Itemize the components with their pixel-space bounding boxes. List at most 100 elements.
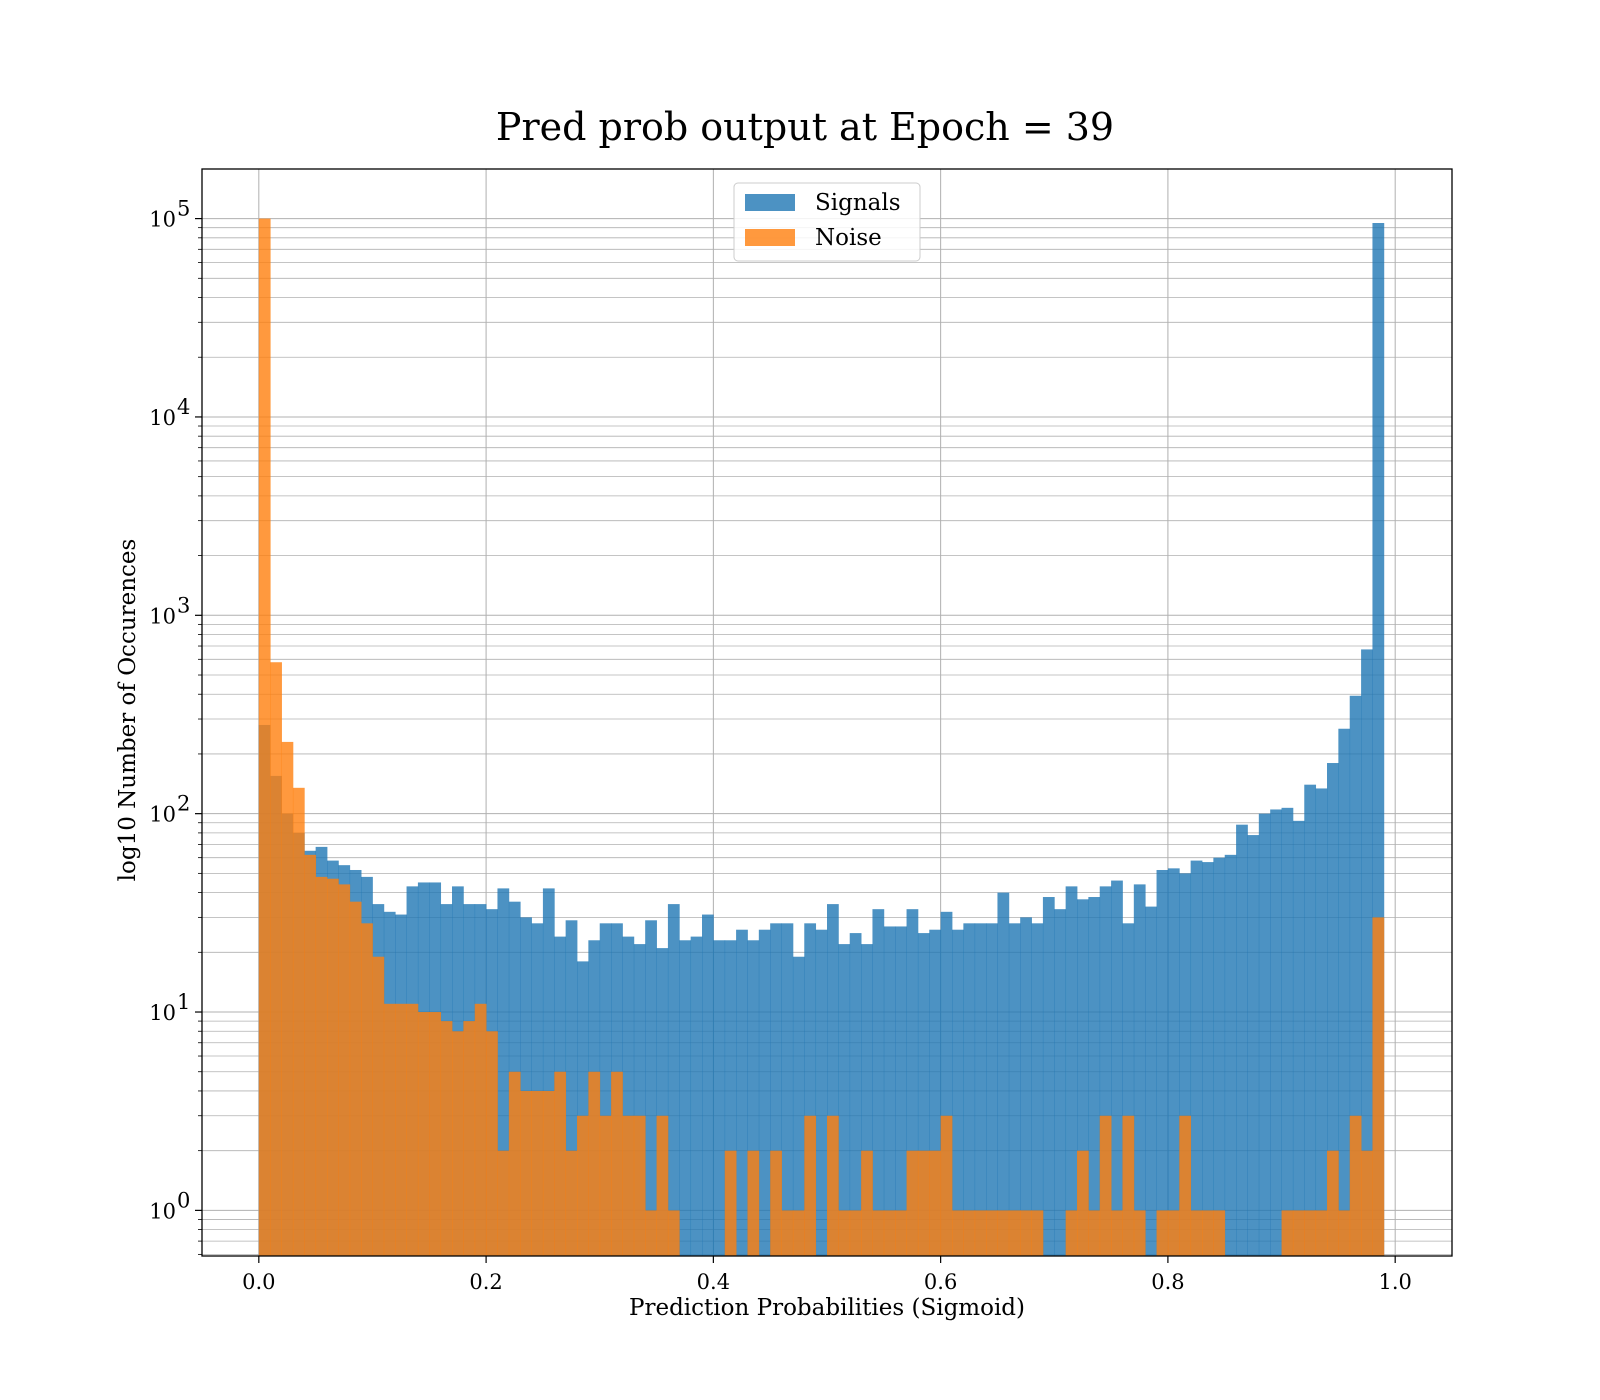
- bar-signals-90: [1281, 807, 1294, 1256]
- bar-noise-63: [974, 1210, 987, 1256]
- bar-noise-27: [565, 1150, 578, 1256]
- bar-noise-48: [804, 1115, 817, 1256]
- bar-signals-80: [1167, 868, 1180, 1256]
- bar-noise-64: [986, 1210, 998, 1256]
- bar-noise-26: [554, 1071, 567, 1256]
- bar-signals-77: [1133, 884, 1146, 1256]
- bar-signals-38: [690, 936, 703, 1256]
- bar-noise-83: [1202, 1210, 1214, 1256]
- bar-noise-50: [827, 1115, 839, 1256]
- bar-noise-54: [872, 1210, 885, 1256]
- x-tick-label: 0.8: [1151, 1270, 1184, 1294]
- bar-noise-32: [622, 1115, 635, 1256]
- bar-signals-21: [497, 888, 510, 1256]
- bar-signals-52: [849, 933, 862, 1256]
- bar-signals-34: [645, 920, 657, 1256]
- bar-noise-92: [1304, 1210, 1317, 1256]
- bar-noise-98: [1372, 917, 1385, 1256]
- bar-noise-4: [304, 854, 317, 1256]
- bar-signals-43: [747, 940, 760, 1256]
- bar-noise-75: [1111, 1210, 1123, 1256]
- bar-noise-25: [542, 1090, 555, 1256]
- bar-signals-36: [667, 904, 680, 1256]
- bar-signals-41: [724, 940, 737, 1256]
- bar-signals-50: [827, 904, 839, 1256]
- bar-signals-57: [906, 909, 919, 1256]
- bar-noise-5: [315, 876, 328, 1256]
- bar-noise-16: [440, 1021, 453, 1256]
- bar-signals-51: [838, 944, 851, 1256]
- bar-signals-72: [1077, 899, 1089, 1256]
- bar-noise-33: [633, 1115, 646, 1256]
- bar-noise-53: [861, 1150, 873, 1256]
- bar-noise-31: [611, 1071, 623, 1256]
- legend-swatch-signals: [745, 194, 795, 211]
- bar-noise-17: [452, 1031, 464, 1256]
- bar-signals-70: [1054, 909, 1067, 1256]
- bar-noise-55: [883, 1210, 896, 1256]
- bar-noise-10: [372, 956, 385, 1256]
- y-tick-label: 10: [149, 604, 176, 628]
- legend: Signals Noise: [733, 182, 921, 262]
- bar-noise-13: [406, 1003, 419, 1256]
- bar-signals-42: [736, 929, 748, 1256]
- bar-noise-90: [1281, 1210, 1294, 1256]
- y-tick-exponent: 5: [177, 197, 190, 221]
- bar-signals-60: [940, 911, 953, 1256]
- bar-signals-89: [1270, 809, 1282, 1256]
- y-tick-label: 10: [149, 1199, 176, 1223]
- y-tick-exponent: 3: [177, 593, 190, 617]
- bar-noise-9: [361, 923, 373, 1256]
- bar-noise-18: [463, 1021, 476, 1256]
- bar-noise-82: [1190, 1210, 1203, 1256]
- bar-signals-46: [781, 923, 794, 1256]
- bar-signals-92: [1304, 784, 1317, 1256]
- bar-noise-22: [508, 1071, 521, 1256]
- bar-signals-28: [577, 961, 589, 1256]
- bar-noise-79: [1156, 1210, 1169, 1256]
- x-tick-label: 0.4: [697, 1270, 730, 1294]
- bar-noise-1: [270, 662, 282, 1256]
- bar-noise-23: [520, 1090, 532, 1256]
- bar-noise-57: [906, 1150, 919, 1256]
- bar-noise-52: [849, 1210, 862, 1256]
- bar-signals-54: [872, 909, 885, 1256]
- bar-signals-75: [1111, 880, 1123, 1256]
- bar-noise-60: [940, 1115, 953, 1256]
- bar-noise-61: [952, 1210, 964, 1256]
- bar-signals-37: [679, 940, 692, 1256]
- bar-noise-30: [599, 1115, 612, 1256]
- bar-signals-83: [1202, 862, 1214, 1256]
- bar-noise-59: [929, 1150, 942, 1256]
- y-tick-exponent: 1: [177, 990, 190, 1014]
- bar-signals-27: [565, 920, 578, 1256]
- x-axis-label: Prediction Probabilities (Sigmoid): [629, 1295, 1025, 1321]
- bar-noise-67: [1020, 1210, 1032, 1256]
- x-tick-label: 0.0: [242, 1270, 275, 1294]
- bar-signals-32: [622, 936, 635, 1256]
- bar-signals-94: [1327, 763, 1339, 1256]
- x-tick-label: 1.0: [1378, 1270, 1411, 1294]
- y-tick-exponent: 4: [177, 395, 190, 419]
- bar-signals-85: [1224, 854, 1237, 1256]
- bar-signals-55: [883, 926, 896, 1256]
- bar-noise-11: [383, 1003, 396, 1256]
- bar-signals-86: [1236, 824, 1248, 1256]
- bar-noise-93: [1315, 1210, 1328, 1256]
- bar-noise-3: [292, 787, 305, 1256]
- bar-noise-19: [474, 1003, 487, 1256]
- y-tick-label: 10: [149, 803, 176, 827]
- bar-noise-24: [531, 1090, 544, 1256]
- bar-noise-36: [667, 1210, 680, 1256]
- bar-signals-44: [758, 929, 771, 1256]
- bar-noise-20: [486, 1031, 498, 1256]
- bar-noise-65: [997, 1210, 1010, 1256]
- bar-noise-68: [1031, 1210, 1044, 1256]
- bar-noise-0: [258, 218, 271, 1257]
- bar-signals-45: [770, 923, 782, 1256]
- bar-signals-30: [599, 923, 612, 1256]
- bar-noise-77: [1133, 1210, 1146, 1256]
